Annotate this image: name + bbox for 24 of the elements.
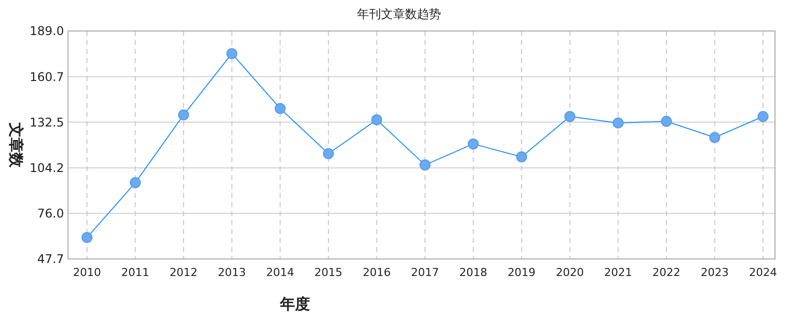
x-tick-label: 2015 bbox=[314, 266, 342, 279]
y-tick-label: 132.5 bbox=[30, 115, 64, 130]
x-tick-label: 2020 bbox=[556, 266, 584, 279]
x-tick-label: 2019 bbox=[508, 266, 536, 279]
y-axis-title: 文章数 bbox=[7, 122, 25, 168]
x-tick-label: 2021 bbox=[604, 266, 632, 279]
x-tick-label: 2012 bbox=[170, 266, 198, 279]
x-tick-label: 2022 bbox=[652, 266, 680, 279]
y-tick-label: 160.7 bbox=[30, 70, 64, 84]
y-tick-label: 47.7 bbox=[37, 252, 64, 266]
y-tick-label: 104.2 bbox=[30, 161, 64, 176]
x-tick-label: 2013 bbox=[218, 266, 246, 279]
x-tick-label: 2016 bbox=[362, 266, 391, 279]
x-tick-label: 2017 bbox=[411, 266, 439, 279]
x-tick-label: 2018 bbox=[459, 266, 488, 279]
x-axis-title: 年度 bbox=[279, 295, 310, 313]
y-tick-label: 189.0 bbox=[30, 24, 64, 38]
x-tick-label: 2024 bbox=[749, 266, 777, 279]
y-tick-label: 76.0 bbox=[37, 206, 64, 221]
x-tick-label: 2011 bbox=[121, 266, 150, 279]
x-tick-label: 2023 bbox=[700, 266, 729, 279]
x-tick-label: 2014 bbox=[266, 266, 294, 279]
chart-title: 年刊文章数趋势 bbox=[357, 7, 441, 21]
x-tick-label: 2010 bbox=[73, 266, 101, 279]
